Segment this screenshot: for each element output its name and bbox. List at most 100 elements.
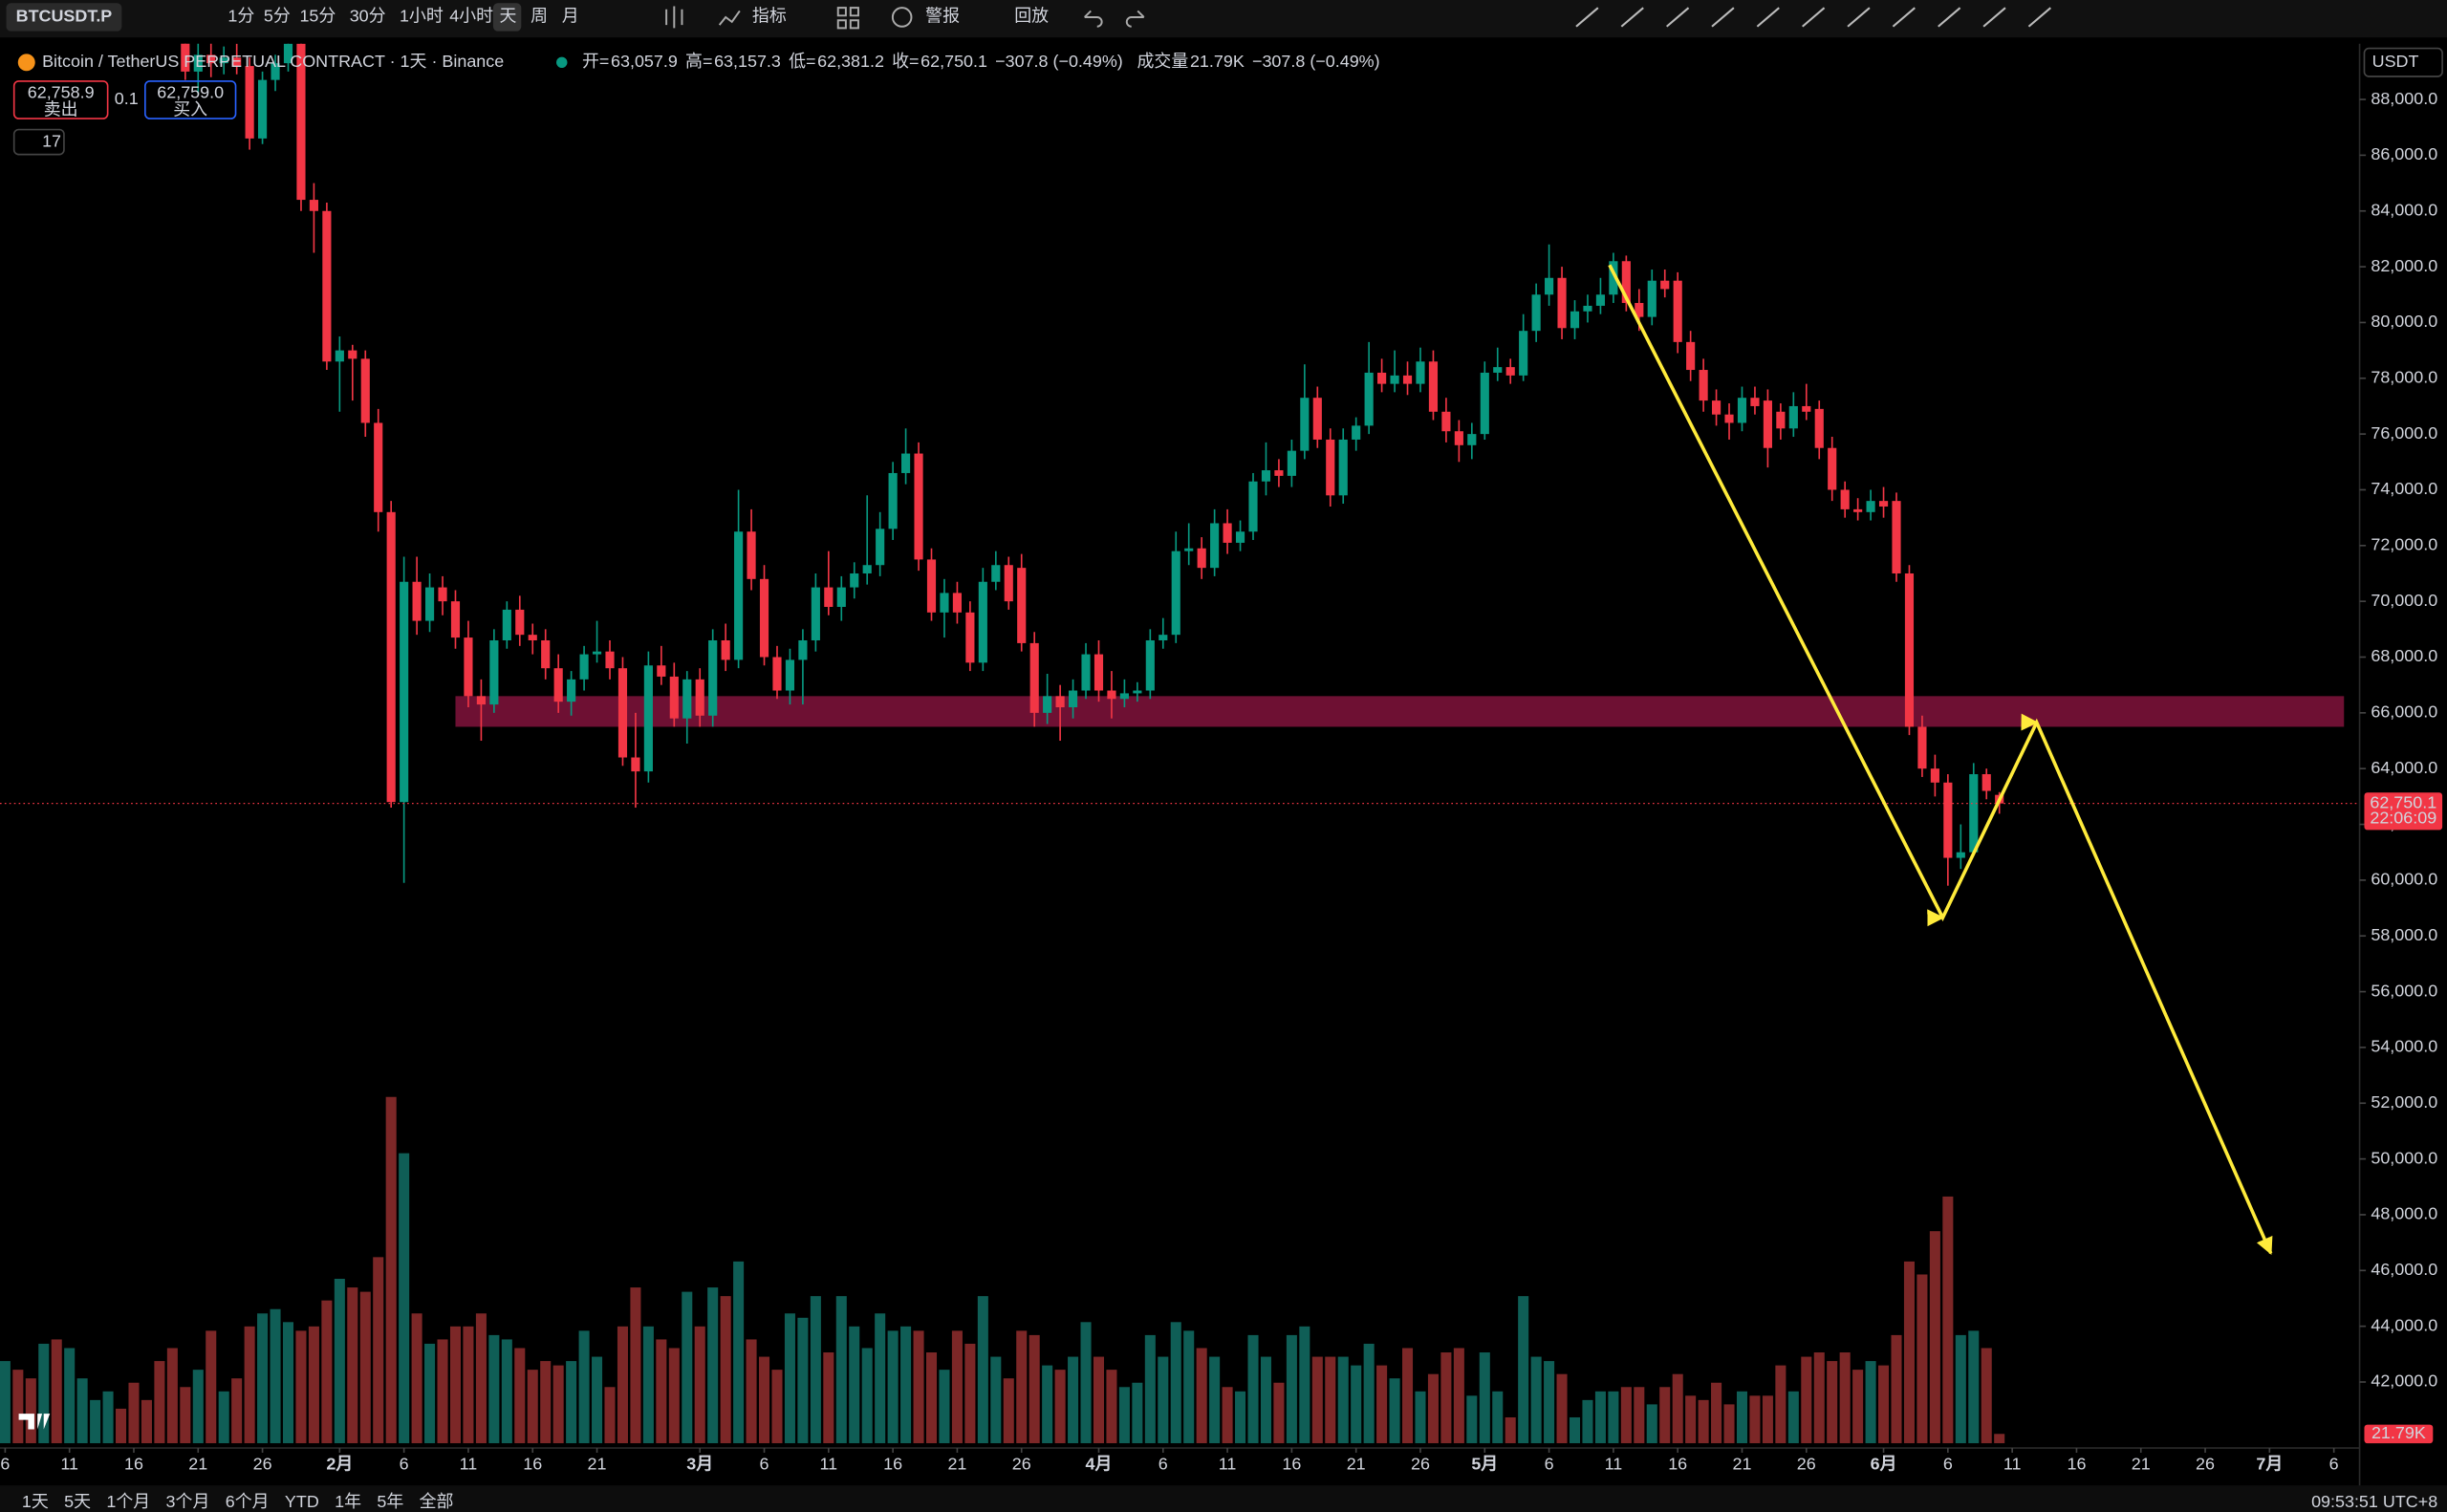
volume-bar (1723, 1404, 1735, 1444)
candle-body (515, 609, 525, 636)
drawing-tool[interactable] (1847, 7, 1871, 28)
drawing-tool[interactable] (1982, 7, 2006, 28)
range-button[interactable]: 1天 (22, 1492, 49, 1511)
sell-price[interactable]: 62,758.9 (28, 83, 95, 102)
replay-button[interactable]: 回放 (1014, 7, 1049, 26)
drawing-tool[interactable] (1756, 7, 1780, 28)
range-button[interactable]: 5天 (64, 1492, 91, 1511)
volume-bar (514, 1348, 526, 1444)
x-tick-label: 16 (523, 1455, 542, 1474)
volume-bar (861, 1348, 873, 1444)
volume-bar (1672, 1373, 1683, 1444)
interval-button[interactable]: 30分 (350, 7, 386, 26)
interval-button[interactable]: 天 (499, 7, 516, 26)
symbol[interactable]: BTCUSDT.P (16, 7, 113, 26)
candle-body (193, 54, 203, 72)
currency[interactable]: USDT (2372, 52, 2419, 71)
interval-button[interactable]: 周 (531, 7, 548, 26)
volume-bar (437, 1339, 448, 1444)
candle-body (386, 511, 396, 803)
candle-body (1519, 331, 1528, 376)
candle-body (271, 63, 280, 80)
volume-bar (1505, 1416, 1516, 1444)
y-tick-label: 68,000.0 (2371, 646, 2437, 665)
candle-body (1029, 642, 1039, 713)
range-button[interactable]: YTD (285, 1492, 319, 1511)
candle-body (1557, 277, 1567, 329)
x-tick-label: 16 (1282, 1455, 1301, 1474)
indicator-toggle[interactable] (12, 128, 65, 156)
x-tick-label: 2月 (326, 1455, 353, 1474)
drawing-tool[interactable] (1802, 7, 1826, 28)
volume-bar (0, 1361, 11, 1444)
candle-body (978, 581, 987, 663)
volume-bar (1042, 1365, 1053, 1444)
drawing-tool[interactable] (1575, 7, 1599, 28)
drawing-tool[interactable] (2027, 7, 2051, 28)
interval-button[interactable]: 1小时 (400, 7, 444, 26)
range-button[interactable]: 5年 (377, 1492, 403, 1511)
drawing-tool[interactable] (1711, 7, 1735, 28)
toolbar-icon[interactable] (1125, 10, 1145, 28)
alerts-button[interactable]: 警报 (925, 7, 960, 26)
drawing-tool[interactable] (1892, 7, 1916, 28)
candle-body (360, 358, 370, 423)
y-tick-label: 88,000.0 (2371, 89, 2437, 108)
candle-body (1802, 405, 1811, 412)
interval-button[interactable]: 月 (562, 7, 579, 26)
candle-body (1763, 400, 1772, 448)
symbol-button[interactable] (6, 3, 122, 32)
volume-bar (642, 1326, 654, 1444)
indicators-button[interactable]: 指标 (752, 7, 787, 26)
ohlc-label: 低= (789, 52, 815, 71)
volume-bar (1453, 1348, 1464, 1444)
interval-button[interactable]: 1分 (227, 7, 254, 26)
x-tick-label: 6 (2329, 1455, 2339, 1474)
volume-bar (411, 1313, 422, 1444)
volume-bar (797, 1317, 809, 1444)
range-button[interactable]: 1年 (335, 1492, 361, 1511)
range-button[interactable]: 1个月 (106, 1492, 150, 1511)
volume-bar (1402, 1348, 1414, 1444)
indicator-count[interactable]: 17 (42, 131, 61, 150)
toolbar-icon[interactable] (1084, 10, 1103, 28)
interval-button[interactable]: 5分 (264, 7, 291, 26)
y-tick-label: 84,000.0 (2371, 200, 2437, 219)
range-button[interactable]: 6个月 (226, 1492, 270, 1511)
volume-bar (1749, 1395, 1761, 1444)
volume-bar (617, 1326, 628, 1444)
candle-body (798, 640, 808, 660)
volume-bar (1325, 1356, 1336, 1444)
candle-body (567, 679, 576, 702)
x-tick-label: 7月 (2256, 1455, 2283, 1474)
toolbar-icon[interactable] (665, 6, 683, 29)
drawing-tool[interactable] (1938, 7, 1961, 28)
volume-bar (527, 1370, 538, 1444)
toolbar-icon[interactable] (891, 7, 913, 28)
sell-button[interactable] (12, 80, 109, 119)
volume-bar (1170, 1322, 1181, 1444)
drawing-tool[interactable] (1665, 7, 1690, 28)
sell-label[interactable]: 卖出 (44, 100, 78, 119)
buy-label[interactable]: 买入 (173, 100, 207, 119)
buy-price[interactable]: 62,759.0 (157, 83, 224, 102)
volume-bar (835, 1296, 847, 1444)
currency-button[interactable] (2363, 47, 2443, 77)
interval-button[interactable]: 15分 (299, 7, 336, 26)
range-button[interactable]: 3个月 (166, 1492, 210, 1511)
y-tick-label: 56,000.0 (2371, 981, 2437, 1000)
change: −307.8 (−0.49%) (995, 52, 1123, 71)
candle-body (489, 640, 499, 705)
y-tick-label: 60,000.0 (2371, 870, 2437, 889)
last-price-label: 62,750.1 (2370, 792, 2436, 811)
toolbar-icon[interactable] (718, 10, 741, 26)
drawing-tool[interactable] (1620, 7, 1644, 28)
range-button[interactable]: 全部 (420, 1492, 454, 1511)
coin-icon (17, 54, 35, 72)
buy-button[interactable] (144, 80, 237, 119)
volume-bar (449, 1326, 462, 1444)
interval-button[interactable]: 4小时 (449, 7, 493, 26)
ohlc-value: 62,750.1 (920, 52, 987, 71)
toolbar-icon[interactable] (836, 7, 859, 30)
